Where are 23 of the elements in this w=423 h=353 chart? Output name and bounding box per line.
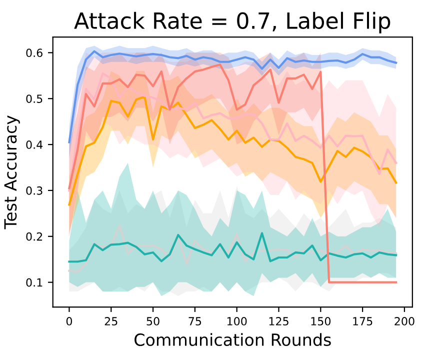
x-tick-label: 75 <box>188 317 202 326</box>
chart-title: Attack Rate = 0.7, Label Flip <box>74 12 390 34</box>
y-tick-label: 0.1 <box>26 278 42 287</box>
line-series <box>68 96 398 206</box>
y-tick-label: 0.6 <box>26 48 42 58</box>
x-tick-label: 125 <box>269 317 288 326</box>
x-tick-label: 0 <box>66 317 72 326</box>
y-tick-label: 0.5 <box>26 94 42 103</box>
x-tick-label: 150 <box>311 317 331 326</box>
line-series <box>68 72 398 192</box>
y-tick-label: 0.4 <box>26 140 43 149</box>
line-series <box>68 232 398 263</box>
x-tick-label: 200 <box>394 317 414 326</box>
y-tick-label: 0.2 <box>26 232 42 241</box>
line-series <box>68 224 398 273</box>
y-axis-title: Test Accuracy <box>4 115 20 230</box>
line-series <box>68 50 398 144</box>
y-tick-label: 0.3 <box>26 186 42 195</box>
x-tick-label: 100 <box>227 317 247 326</box>
x-tick-label: 25 <box>104 317 118 326</box>
x-tick-label: 175 <box>353 317 372 326</box>
x-tick-label: 50 <box>146 317 160 326</box>
x-axis-title: Communication Rounds <box>134 333 331 346</box>
